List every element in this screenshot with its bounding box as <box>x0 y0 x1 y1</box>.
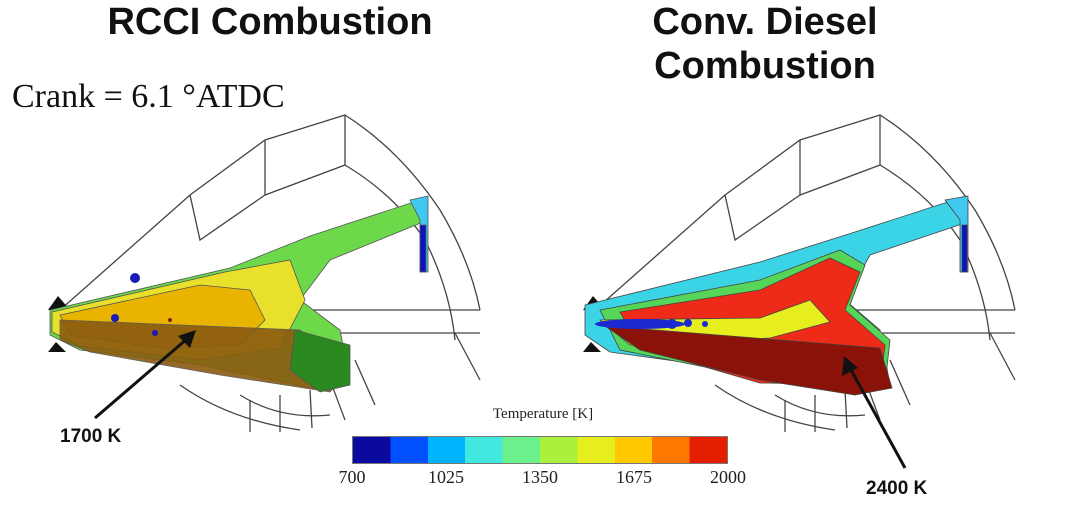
rcci-temperature-callout: 1700 K <box>60 426 122 447</box>
rcci-temperature-plume <box>49 195 429 393</box>
rcci-fuel-droplet <box>130 273 140 283</box>
colorbar-tick-label: 2000 <box>710 467 746 487</box>
colorbar-tick-label: 1675 <box>616 467 652 487</box>
diesel-temperature-callout: 2400 K <box>866 478 928 499</box>
colorbar-tick-label: 1025 <box>428 467 464 487</box>
colorbar-title: Temperature [K] <box>492 406 594 422</box>
diesel-combustion-chamber <box>583 114 1016 469</box>
diesel-fuel-spray <box>595 319 708 329</box>
diesel-title: Conv. Diesel Combustion <box>600 0 930 88</box>
rcci-fuel-droplet <box>111 314 119 322</box>
rcci-fuel-droplet <box>168 318 172 322</box>
diesel-callout-arrow <box>842 356 907 469</box>
temperature-colorbar <box>352 436 728 464</box>
rcci-callout-arrow <box>94 330 196 420</box>
rcci-combustion-chamber <box>48 114 481 432</box>
diesel-title-line2: Combustion <box>654 45 876 87</box>
diesel-nozzle-base <box>583 342 601 352</box>
diesel-title-line1: Conv. Diesel <box>652 1 878 43</box>
colorbar-tick-label: 700 <box>338 467 366 487</box>
rcci-nozzle-base <box>48 342 66 352</box>
crank-angle-label: Crank = 6.1 °ATDC <box>12 78 285 115</box>
rcci-fuel-droplet <box>152 330 158 336</box>
colorbar-tick-label: 1350 <box>522 467 558 487</box>
diesel-temperature-plume <box>584 195 969 396</box>
rcci-title: RCCI Combustion <box>107 1 433 43</box>
